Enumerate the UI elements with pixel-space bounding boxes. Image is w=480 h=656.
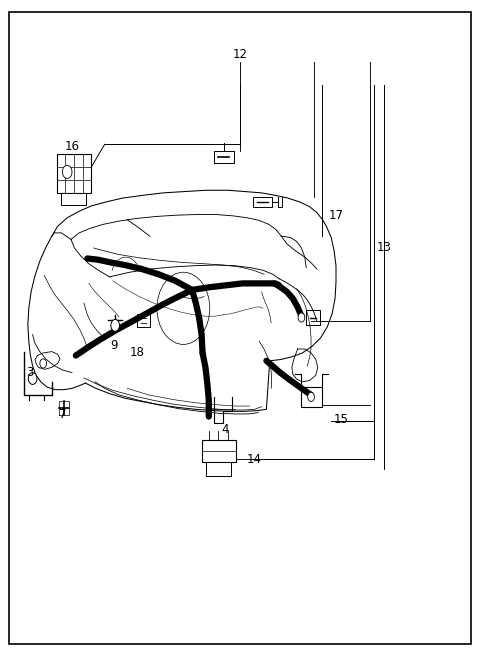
Text: 4: 4	[221, 423, 228, 436]
Bar	[57, 154, 91, 193]
Text: 3: 3	[26, 366, 34, 379]
Circle shape	[28, 373, 37, 384]
Text: 16: 16	[64, 140, 80, 154]
Text: 9: 9	[110, 338, 118, 352]
Text: 13: 13	[377, 241, 391, 255]
Text: 18: 18	[130, 346, 144, 359]
Circle shape	[111, 319, 120, 331]
Bar	[206, 462, 231, 476]
Circle shape	[308, 392, 314, 401]
Text: 12: 12	[232, 48, 248, 61]
Bar	[61, 193, 86, 205]
Text: 14: 14	[247, 453, 262, 466]
Circle shape	[298, 313, 305, 322]
Circle shape	[62, 165, 72, 178]
Text: 7: 7	[59, 408, 66, 421]
Text: 17: 17	[328, 209, 344, 222]
Bar	[202, 440, 236, 462]
Circle shape	[40, 359, 47, 368]
Text: 15: 15	[334, 413, 348, 426]
